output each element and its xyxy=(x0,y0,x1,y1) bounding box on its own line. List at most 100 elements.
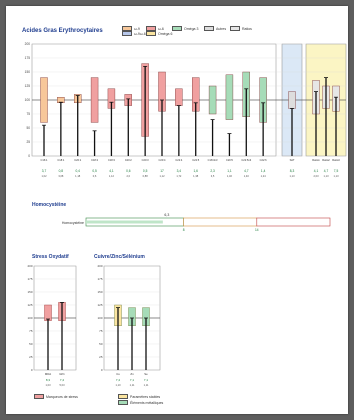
category-label: C20:1 xyxy=(74,158,81,162)
range-label: 1,03 xyxy=(45,383,51,387)
y-tick-label: 0 xyxy=(101,368,103,372)
y-tick-label: 75 xyxy=(99,329,103,333)
legend-label: Oméga 3 xyxy=(184,26,199,31)
range-label: 1,13 xyxy=(289,174,295,178)
cuivre-legend-1: Paramètres stables xyxy=(118,394,160,399)
cuivre-legend-swatch-2 xyxy=(118,400,128,405)
value-label: 4,7 xyxy=(244,169,249,173)
legend-swatch xyxy=(230,26,240,31)
legend-item: Oméga 3 xyxy=(172,26,198,31)
legend-swatch xyxy=(204,26,214,31)
legend-item: Oméga 6 xyxy=(146,31,172,36)
category-label: C22:4 xyxy=(175,158,182,162)
legend-swatch xyxy=(122,26,132,31)
y-tick-label: 150 xyxy=(97,290,102,294)
cuivre-legend-label-1: Paramètres stables xyxy=(130,394,161,399)
range-label: 1,18 xyxy=(75,174,81,178)
legend-item: ω-9ω-6 xyxy=(122,31,146,36)
range-label: 1,72 xyxy=(176,174,182,178)
legend-label: Autres xyxy=(216,26,227,31)
stress-legend-swatch xyxy=(34,394,44,399)
value-label: 7,4 xyxy=(116,378,121,382)
legend-item: ω-9 xyxy=(122,26,140,31)
reference-range-bar xyxy=(288,91,296,109)
category-label: C18:3 xyxy=(108,158,115,162)
category-label: C18:3n3 xyxy=(208,158,218,162)
legend-label: ω-6 xyxy=(158,26,164,31)
range-label: 3,08 xyxy=(58,174,64,178)
value-label: 7,1 xyxy=(130,378,135,382)
y-tick-label: 25 xyxy=(99,355,103,359)
zone-tick-label: 8 xyxy=(183,228,185,232)
zone-high xyxy=(256,217,331,227)
fatty-acids-chart: 0 25 50 75 100 125 150 175 200 C16:1 3,71,02 C18:1 0… xyxy=(25,42,347,178)
range-label: 1,12 xyxy=(109,174,115,178)
legend-label: Ratios xyxy=(242,26,252,31)
range-label: 0,88 xyxy=(143,174,149,178)
reference-range-bar xyxy=(208,85,217,115)
legend-label: ω-9 xyxy=(134,26,140,31)
value-label: 3,4 xyxy=(177,169,182,173)
legend-swatch xyxy=(172,26,182,31)
y-tick-label: 100 xyxy=(25,98,31,102)
value-label: 4,1 xyxy=(314,169,319,173)
legend-item: Ratios xyxy=(230,26,252,31)
y-tick-label: 75 xyxy=(29,329,33,333)
legend-swatch xyxy=(146,31,156,36)
y-tick-label: 50 xyxy=(99,342,103,346)
range-label: 1,11 xyxy=(144,383,149,387)
range-label: 1,38 xyxy=(193,174,199,178)
y-tick-label: 175 xyxy=(97,277,102,281)
reference-range-bar xyxy=(90,77,99,123)
category-label: C22:5 xyxy=(192,158,199,162)
y-tick-label: 50 xyxy=(29,342,33,346)
report-page: Acides Gras Erythrocytaires ω-9 ω-9ω-6 ω-6… xyxy=(6,6,348,414)
y-tick-label: 200 xyxy=(27,264,32,268)
legend-swatch xyxy=(122,31,132,36)
range-label: 1,11 xyxy=(130,383,135,387)
value-label: 7,5 xyxy=(334,169,339,173)
range-label: 3,5 xyxy=(211,174,215,178)
zone-tick-label: 14 xyxy=(255,228,259,232)
stress-legend-label: Marqueurs de stress xyxy=(46,394,78,399)
homocysteine-value-label: 6,3 xyxy=(164,213,169,217)
category-label: Se xyxy=(144,372,148,376)
legend-label: ω-9ω-6 xyxy=(134,31,146,36)
zone-moderate xyxy=(183,217,258,227)
category-label: C20:3 xyxy=(142,158,149,162)
category-label: C18:2 xyxy=(91,158,98,162)
homocysteine-chart: Homocystéine 6,3 8 14 xyxy=(62,213,331,232)
y-tick-label: 200 xyxy=(97,264,102,268)
range-label: 1,13 xyxy=(323,174,329,178)
value-label: 17 xyxy=(160,169,164,173)
value-label: 1,1 xyxy=(227,169,232,173)
value-label: 4,7 xyxy=(324,169,329,173)
value-label: 0,5 xyxy=(143,169,148,173)
y-tick-label: 125 xyxy=(97,303,102,307)
value-label: 4,1 xyxy=(109,169,114,173)
reference-range-bar xyxy=(175,88,183,106)
reference-range-bar xyxy=(40,77,48,123)
y-tick-label: 50 xyxy=(26,126,30,130)
y-tick-label: 0 xyxy=(28,154,30,158)
category-label: SAT xyxy=(290,158,295,162)
category-label: Ratio2 xyxy=(322,158,330,162)
value-label: 0,8 xyxy=(59,169,64,173)
range-label: 1,02 xyxy=(41,174,47,178)
value-label: 8,3 xyxy=(46,378,51,382)
category-label: C22:5n3 xyxy=(241,158,251,162)
cuivre-legend-2: Éléments métalliques xyxy=(118,400,163,405)
stress-chart: 0 25 50 75 100 125 150 175 200 MDA 8,31,03 GPx 7,45,… xyxy=(27,264,77,387)
range-label: 1,46 xyxy=(227,174,233,178)
legend-label: Oméga 6 xyxy=(158,31,173,36)
value-label: 0,4 xyxy=(75,169,80,173)
homocysteine-title: Homocystéine xyxy=(32,202,67,208)
category-label: Zn xyxy=(130,372,134,376)
value-label: 0,5 xyxy=(92,169,97,173)
range-label: 1,12 xyxy=(159,174,165,178)
category-label: GPx xyxy=(59,372,65,376)
range-label: 1,24 xyxy=(261,174,267,178)
category-label: C20:4 xyxy=(159,158,166,162)
y-tick-label: 25 xyxy=(29,355,33,359)
homocysteine-label: Homocystéine xyxy=(62,221,84,225)
